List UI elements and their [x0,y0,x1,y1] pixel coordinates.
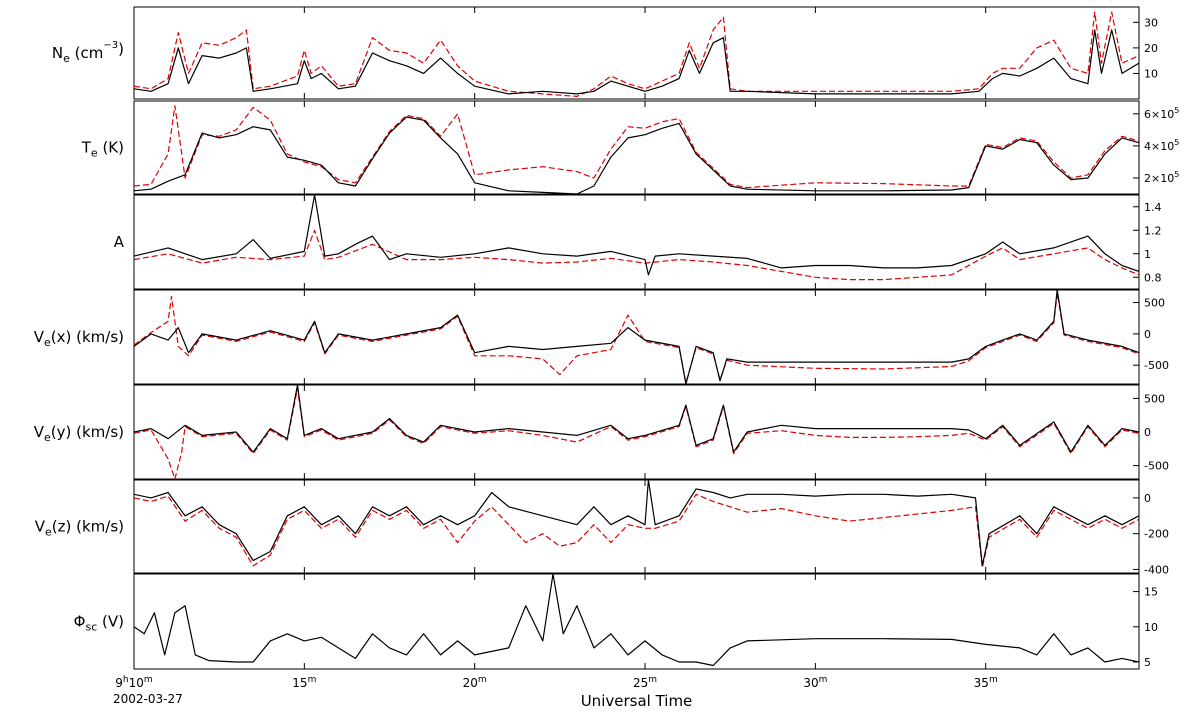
x-tick-label: 35m [974,675,998,690]
panel-label-te: Te (K) [81,139,124,160]
y-tick-label: 0 [1144,492,1151,505]
series-black-vx [134,290,1139,384]
panel-frame-vz [133,479,1140,574]
y-tick-label: 1.4 [1144,201,1162,214]
panel-label-a: A [114,233,125,251]
y-tick-label: 500 [1144,297,1165,310]
x-tick-label: 15m [292,675,316,690]
y-tick-label: -200 [1144,528,1169,541]
panel-vx: -500 0 500 Ve(x) (km/s) [34,289,1169,385]
series-black-te [134,116,1139,194]
panel-label-vx: Ve(x) (km/s) [34,328,124,349]
panel-frame-vy [133,384,1140,480]
series-black-vz [134,480,1139,567]
panel-frame-ne [133,6,1140,100]
series-red-te [134,105,1139,189]
panel-a: 0.8 1 1.2 1.4 A [114,194,1162,290]
date-label: 2002-03-27 [113,692,183,706]
y-tick-label: 0 [1144,426,1151,439]
series-red-vx [134,292,1139,384]
y-tick-label: 20 [1144,42,1158,55]
x-tick-label: 25m [633,675,657,690]
x-tick-label: 30m [803,675,827,690]
y-tick-label: 1 [1144,248,1151,261]
panel-label-vz: Ve(z) (km/s) [35,518,124,539]
x-tick-label: 9h10m [115,675,152,690]
panel-frame-vx [133,289,1140,385]
y-tick-label: 4×105 [1144,138,1179,153]
y-tick-label: 2×105 [1144,170,1179,185]
series-red-vz [134,493,1139,569]
panel-label-vy: Ve(y) (km/s) [34,423,124,444]
x-tick-label: 20m [463,675,487,690]
series-red-vy [134,387,1139,479]
series-black-ne [134,29,1139,95]
y-tick-label: 5 [1144,656,1151,669]
y-tick-label: 15 [1144,586,1158,599]
series-red-a [134,229,1139,281]
y-tick-label: 6×105 [1144,106,1179,121]
y-tick-label: -500 [1144,460,1169,473]
y-tick-label: 10 [1144,67,1158,80]
panel-te: 2×105 4×105 6×105 Te (K) [81,100,1179,195]
y-tick-label: -400 [1144,563,1169,576]
y-tick-label: 1.2 [1144,224,1162,237]
panel-frame-a [133,194,1140,290]
y-tick-label: -500 [1144,359,1169,372]
panel-vy: -500 0 500 Ve(y) (km/s) [34,384,1169,480]
series-black-a [134,195,1139,276]
series-black-phi [134,574,1139,667]
y-tick-label: 0 [1144,328,1151,341]
panel-frame-phi [133,573,1140,670]
panel-label-phi: Φsc (V) [74,613,124,634]
y-tick-label: 30 [1144,16,1158,29]
y-tick-label: 500 [1144,392,1165,405]
x-axis-label: Universal Time [581,692,693,710]
series-black-vy [134,385,1139,453]
panel-vz: -400 -200 0 Ve(z) (km/s) [35,479,1169,576]
panel-label-ne: Ne (cm−3) [52,40,124,65]
y-tick-label: 10 [1144,621,1158,634]
y-tick-label: 0.8 [1144,271,1162,284]
panel-phi: 5 10 15 Φsc (V) [74,573,1158,670]
panel-ne: 10 20 30 Ne (cm−3) [52,6,1158,100]
panel-frame-te [133,100,1140,195]
series-red-ne [134,11,1139,97]
